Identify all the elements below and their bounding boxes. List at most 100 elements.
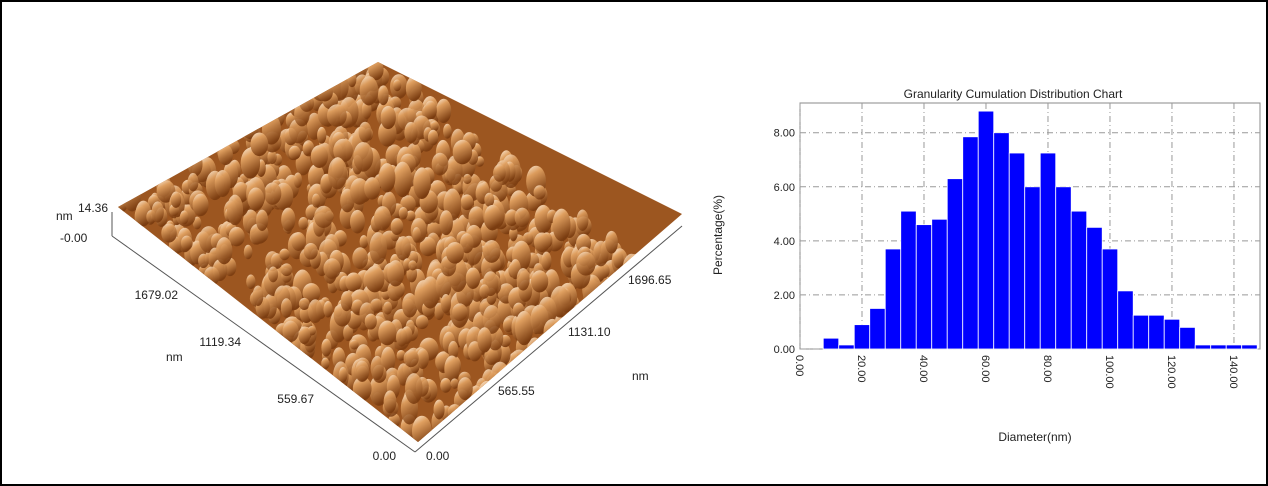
afm-grain xyxy=(467,341,482,362)
afm-grain xyxy=(308,163,325,191)
afm-grain xyxy=(161,223,177,243)
afm-grain xyxy=(218,144,233,166)
bar xyxy=(1179,326,1196,350)
afm-grain xyxy=(268,266,279,283)
afm-grain xyxy=(359,235,369,249)
afm-grain xyxy=(263,182,282,205)
afm-grain xyxy=(484,192,495,207)
afm-grain xyxy=(280,298,292,318)
afm-grain xyxy=(203,266,220,286)
afm-grain xyxy=(431,152,449,176)
afm-grain xyxy=(412,227,421,243)
afm-grain xyxy=(405,75,422,102)
afm-grain xyxy=(378,320,397,346)
afm-grain xyxy=(597,282,617,314)
afm-grain xyxy=(321,338,332,357)
y-tick-label: 8.00 xyxy=(774,128,795,140)
afm-grain xyxy=(460,194,474,211)
afm-grain xyxy=(316,83,333,102)
afm-grain xyxy=(452,139,473,165)
x-axis-title: Diameter(nm) xyxy=(998,430,1071,444)
afm-grain xyxy=(214,169,231,198)
bar xyxy=(1132,314,1150,350)
afm-grain xyxy=(303,243,318,260)
afm-grain xyxy=(493,164,506,182)
afm-grain xyxy=(628,283,642,308)
afm-grain xyxy=(398,206,408,220)
chart-title: Granularity Cumulation Distribution Char… xyxy=(904,87,1123,101)
afm-grain xyxy=(515,310,534,346)
bar xyxy=(1086,226,1103,350)
afm-grain xyxy=(509,226,518,241)
afm-grain xyxy=(595,297,613,320)
bar xyxy=(1225,344,1243,350)
afm-grain xyxy=(353,142,374,172)
bar xyxy=(1039,152,1057,350)
afm-grain xyxy=(468,206,485,230)
afm-grain xyxy=(510,349,529,370)
bar xyxy=(1117,290,1134,350)
afm-grain xyxy=(650,288,659,304)
afm-grain xyxy=(405,210,416,222)
afm-grain xyxy=(605,230,618,254)
afm-grain xyxy=(646,286,656,297)
afm-grain xyxy=(393,161,412,198)
afm-grain xyxy=(522,232,534,246)
afm-grain xyxy=(321,357,330,370)
afm-grain xyxy=(522,352,534,369)
afm-grain xyxy=(228,226,245,247)
bar xyxy=(900,210,917,350)
afm-grain xyxy=(156,180,176,203)
afm-grain xyxy=(311,193,321,208)
afm-grain xyxy=(404,121,418,144)
afm-grain xyxy=(282,320,299,343)
afm-grain xyxy=(530,304,549,335)
afm-grain xyxy=(378,85,389,106)
y-tick-label: 0.00 xyxy=(774,344,795,356)
afm-grain xyxy=(323,300,333,318)
afm-grain xyxy=(537,351,553,369)
afm-grain xyxy=(317,126,327,144)
afm-grain xyxy=(198,253,209,269)
afm-grain xyxy=(240,147,261,179)
afm-grain xyxy=(448,340,459,360)
afm-grain xyxy=(192,216,202,230)
afm-grain xyxy=(402,293,418,318)
afm-grain xyxy=(370,355,384,381)
x-label: 565.55 xyxy=(498,384,535,398)
y-label: 1119.34 xyxy=(199,335,241,349)
afm-grain xyxy=(378,163,396,193)
afm-grain xyxy=(295,150,311,176)
bar xyxy=(869,308,886,350)
bar xyxy=(838,344,855,350)
afm-grain xyxy=(523,360,537,380)
bar xyxy=(931,218,948,350)
afm-grain xyxy=(293,172,303,188)
afm-grain xyxy=(298,217,309,230)
afm-grain xyxy=(393,79,402,92)
afm-grain xyxy=(548,336,561,350)
y-tick-label: 4.00 xyxy=(774,236,795,248)
afm-grain xyxy=(541,251,552,271)
afm-grain xyxy=(559,326,568,336)
afm-grain xyxy=(291,232,306,251)
afm-grain xyxy=(616,306,633,331)
bar xyxy=(1070,210,1088,350)
afm-grain xyxy=(187,151,203,177)
afm-grain xyxy=(323,258,341,279)
afm-grain xyxy=(482,240,501,263)
afm-grain xyxy=(179,210,189,225)
bar xyxy=(977,110,995,350)
afm-grain xyxy=(405,373,423,404)
afm-grain xyxy=(433,399,445,420)
afm-grain xyxy=(436,98,452,124)
afm-grain xyxy=(359,76,379,106)
afm-grain xyxy=(463,173,472,185)
afm-grain xyxy=(447,404,462,420)
x-tick-label: 120.00 xyxy=(1165,355,1177,389)
afm-grain xyxy=(280,263,293,277)
y-label: 559.67 xyxy=(277,392,314,406)
afm-grain xyxy=(595,302,609,321)
afm-grain xyxy=(298,326,311,345)
